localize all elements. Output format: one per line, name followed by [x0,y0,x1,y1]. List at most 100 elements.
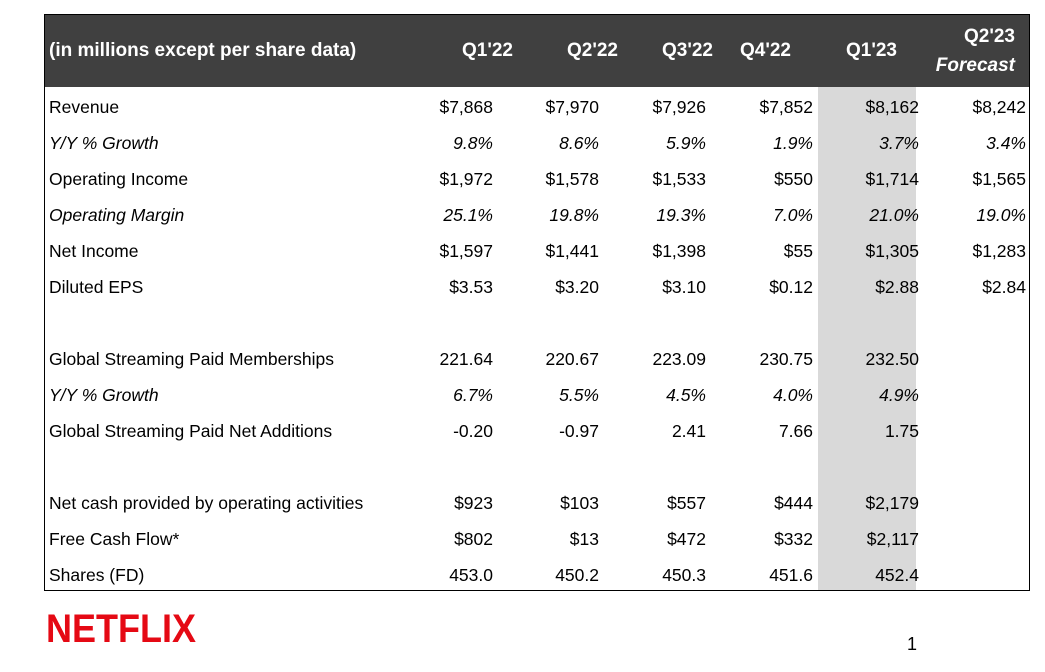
cell-q2-22: -0.97 [559,421,599,441]
cell-q1-22: $923 [454,493,493,513]
header-q1-23: Q1'23 [846,40,897,61]
table-row: Global Streaming Paid Memberships 221.64 2… [45,341,1029,377]
header-q1-22: Q1'22 [462,40,513,61]
cell-q2-22: $1,578 [545,169,599,189]
cell-q1-23: 1.75 [884,421,919,441]
cell-q1-22: 221.64 [439,349,493,369]
cell-q1-22: 9.8% [453,133,493,153]
cell-q1-22: $1,597 [439,241,493,261]
cell-q1-22: 453.0 [449,565,493,585]
table-row: Net cash provided by operating activitie… [45,485,1029,521]
header-forecast-label: Forecast [935,55,1015,76]
cell-q4-22: $550 [774,169,813,189]
netflix-logo: NETFLIX [46,604,206,661]
cell-q2-23-forecast: 19.0% [976,205,1026,225]
cell-q3-22: $1,533 [652,169,706,189]
cell-q4-22: 1.9% [773,133,813,153]
cell-q3-22: 2.41 [671,421,706,441]
cell-q1-22: $1,972 [439,169,493,189]
cell-q1-23: $1,305 [865,241,919,261]
cell-q2-22: 220.67 [545,349,599,369]
cell-q4-22: $444 [774,493,813,513]
cell-q2-22: 8.6% [559,133,599,153]
cell-q1-22: $7,868 [439,97,493,117]
cell-q3-22: $7,926 [652,97,706,117]
cell-q4-22: 7.0% [773,205,813,225]
cell-q3-22: $472 [667,529,706,549]
cell-q2-22: $13 [569,529,599,549]
header-forecast-quarter: Q2'23 [964,26,1015,47]
header-label: (in millions except per share data) [49,40,357,61]
row-label: Y/Y % Growth [49,133,159,153]
cell-q4-22: $0.12 [769,277,813,297]
cell-q2-23-forecast: 3.4% [986,133,1026,153]
cell-q1-23: $2.88 [875,277,919,297]
cell-q4-22: 7.66 [778,421,813,441]
cell-q2-22: 5.5% [559,385,599,405]
cell-q2-23-forecast: $8,242 [972,97,1026,117]
row-label: Net cash provided by operating activitie… [49,493,364,513]
table-row: Shares (FD) 453.0 450.2 450.3 451.6 452.4 [45,557,1029,590]
financial-summary-table: (in millions except per share data) Q1'2… [44,14,1030,591]
table-row: Operating Income $1,972 $1,578 $1,533 $550 $1… [45,161,1029,197]
cell-q3-22: $3.10 [662,277,706,297]
row-label: Net Income [49,241,139,261]
cell-q4-22: 451.6 [769,565,813,585]
netflix-wordmark: NETFLIX [46,607,196,651]
header-q2-23-forecast: Q2'23 Forecast [905,15,1015,87]
cell-q4-22: $55 [783,241,813,261]
table-row: Global Streaming Paid Net Additions -0.20… [45,413,1029,449]
cell-q3-22: 4.5% [666,385,706,405]
cell-q1-23: 3.7% [879,133,919,153]
row-label: Global Streaming Paid Net Additions [49,421,333,441]
cell-q3-22: 450.3 [662,565,706,585]
cell-q1-22: 6.7% [453,385,493,405]
cell-q1-22: 25.1% [443,205,493,225]
row-label: Global Streaming Paid Memberships [49,349,334,369]
table-row: Y/Y % Growth 9.8% 8.6% 5.9% 1.9% 3.7% 3.4% [45,125,1029,161]
cell-q4-22: 230.75 [759,349,813,369]
table-row: Y/Y % Growth 6.7% 5.5% 4.5% 4.0% 4.9% [45,377,1029,413]
q1-23-highlight-column [818,15,916,590]
cell-q2-22: 19.8% [549,205,599,225]
cell-q1-23: 452.4 [875,565,919,585]
cell-q2-22: $3.20 [555,277,599,297]
cell-q3-22: $1,398 [652,241,706,261]
cell-q1-23: $8,162 [865,97,919,117]
table-row: Free Cash Flow* $802 $13 $472 $332 $2,117 [45,521,1029,557]
row-label: Operating Margin [49,205,185,225]
cell-q1-22: $802 [454,529,493,549]
cell-q2-22: $7,970 [545,97,599,117]
row-label: Shares (FD) [49,565,145,585]
cell-q3-22: 19.3% [656,205,706,225]
cell-q1-22: $3.53 [449,277,493,297]
cell-q1-23: 4.9% [879,385,919,405]
header-q3-22: Q3'22 [662,40,713,61]
table-row: Diluted EPS $3.53 $3.20 $3.10 $0.12 $2.88 $2.8… [45,269,1029,305]
cell-q1-23: $2,179 [865,493,919,513]
row-label: Revenue [49,97,120,117]
row-label: Free Cash Flow* [49,529,180,549]
page-number: 1 [907,634,918,654]
cell-q2-22: $1,441 [545,241,599,261]
row-label: Operating Income [49,169,189,189]
header-q2-22: Q2'22 [567,40,618,61]
cell-q3-22: 5.9% [666,133,706,153]
table-row: Revenue $7,868 $7,970 $7,926 $7,852 $8,162 $8,… [45,89,1029,125]
cell-q1-23: 232.50 [865,349,919,369]
cell-q4-22: 4.0% [773,385,813,405]
cell-q2-23-forecast: $1,565 [972,169,1026,189]
cell-q2-23-forecast: $1,283 [972,241,1026,261]
cell-q3-22: $557 [667,493,706,513]
cell-q1-23: 21.0% [869,205,919,225]
cell-q1-22: -0.20 [453,421,493,441]
row-label: Diluted EPS [49,277,144,297]
row-label: Y/Y % Growth [49,385,159,405]
cell-q2-22: $103 [560,493,599,513]
cell-q4-22: $332 [774,529,813,549]
header-q4-22: Q4'22 [740,40,791,61]
table-row: Operating Margin 25.1% 19.8% 19.3% 7.0% 21.0%… [45,197,1029,233]
cell-q3-22: 223.09 [652,349,706,369]
cell-q1-23: $2,117 [866,529,919,549]
cell-q2-22: 450.2 [555,565,599,585]
